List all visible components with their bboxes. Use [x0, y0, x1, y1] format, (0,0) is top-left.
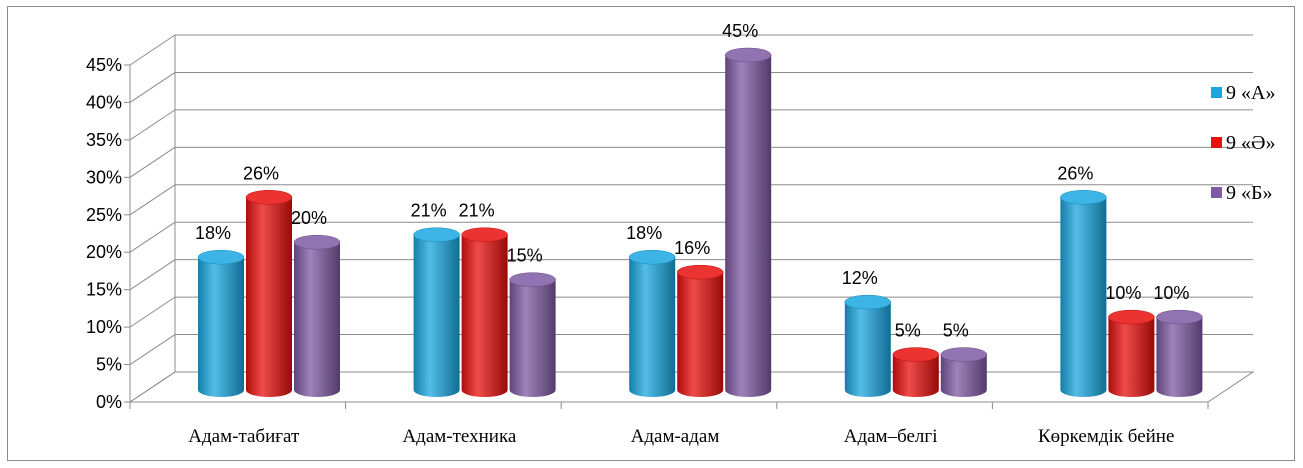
bar-1-0	[245, 190, 293, 397]
y-tick-label: 35%	[86, 130, 122, 150]
bar-body	[1108, 317, 1155, 397]
bar-body	[1060, 197, 1107, 397]
data-label: 5%	[895, 321, 921, 341]
bar-1-2	[676, 264, 724, 397]
data-label: 26%	[243, 163, 279, 183]
legend-label: 9 «Б»	[1226, 182, 1272, 204]
bar-top	[245, 190, 293, 205]
bar-top	[413, 227, 460, 242]
bar-top	[197, 249, 245, 265]
bar-body	[413, 234, 460, 397]
y-tick-label: 20%	[86, 242, 122, 262]
bar-top	[892, 347, 940, 362]
data-label: 15%	[507, 246, 543, 266]
data-label: 10%	[1105, 283, 1141, 303]
bar-0-0	[197, 249, 245, 397]
legend-label: 9 «Ә»	[1226, 132, 1275, 154]
bar-top	[1156, 309, 1203, 325]
bar-body	[198, 257, 244, 397]
y-tick-label: 30%	[86, 167, 122, 187]
gridline-diagonal	[129, 371, 176, 403]
data-label: 21%	[459, 201, 495, 221]
bar-2-4	[1156, 309, 1203, 397]
category-label: Көркемдік бейне	[1038, 426, 1174, 447]
data-label: 5%	[943, 321, 969, 341]
data-label: 16%	[674, 238, 710, 258]
y-tick-label: 40%	[86, 92, 122, 112]
bar-body	[461, 234, 508, 397]
gridline-diagonal	[129, 34, 176, 66]
data-label: 10%	[1153, 283, 1189, 303]
bar-body	[940, 354, 987, 397]
y-tick-label: 15%	[86, 280, 122, 300]
legend-swatch	[1211, 137, 1222, 148]
data-label: 12%	[842, 268, 878, 288]
y-tick-label: 10%	[86, 317, 122, 337]
y-tick-label: 0%	[96, 392, 122, 412]
bar-top	[293, 234, 341, 250]
bar-top	[628, 249, 676, 265]
bar-1-4	[1108, 309, 1155, 397]
gridline-diagonal	[129, 334, 176, 365]
bar-2-3	[940, 347, 988, 397]
bar-1-3	[892, 347, 940, 397]
bar-top	[676, 264, 724, 280]
y-tick-label: 5%	[96, 355, 122, 375]
bar-0-4	[1060, 190, 1107, 397]
bar-body	[725, 55, 772, 397]
legend-label: 9 «А»	[1226, 82, 1275, 104]
bar-body	[1156, 317, 1203, 397]
gridline-diagonal	[129, 221, 176, 253]
bar-1-1	[461, 227, 508, 397]
y-tick-label: 45%	[86, 55, 122, 75]
bar-body	[246, 197, 292, 397]
data-label: 20%	[291, 208, 327, 228]
gridline-diagonal	[129, 72, 176, 103]
gridline-diagonal	[129, 146, 176, 178]
bar-2-0	[293, 234, 341, 397]
bar-top	[844, 294, 892, 310]
category-label: Адам-табиғат	[188, 426, 300, 447]
bar-body	[677, 272, 724, 397]
data-label: 18%	[195, 223, 231, 243]
legend-swatch	[1211, 87, 1222, 98]
category-label: Адам-техника	[402, 426, 516, 447]
gridline-diagonal	[129, 109, 176, 141]
bar-body	[509, 279, 556, 397]
bar-top	[1060, 190, 1107, 205]
bar-0-3	[844, 294, 892, 397]
bar-body	[844, 302, 891, 397]
data-label: 21%	[411, 201, 447, 221]
bar-2-2	[724, 47, 772, 397]
bar-0-2	[628, 249, 676, 397]
bar-2-1	[509, 272, 556, 397]
bar-top	[940, 347, 988, 362]
bar-top	[1108, 309, 1155, 325]
data-label: 45%	[722, 21, 758, 41]
y-tick-label: 25%	[86, 205, 122, 225]
category-label: Адам–белгі	[844, 426, 938, 447]
legend-swatch	[1211, 187, 1222, 198]
gridline-diagonal	[129, 296, 176, 328]
gridline-diagonal	[129, 259, 176, 291]
data-label: 26%	[1057, 163, 1093, 183]
data-label: 18%	[626, 223, 662, 243]
gridline-diagonal	[129, 184, 176, 216]
bar-top	[509, 272, 556, 287]
bar-top	[461, 227, 508, 242]
category-label: Адам-адам	[631, 426, 720, 447]
bar-body	[892, 354, 939, 397]
bar-body	[294, 242, 340, 397]
bar-top	[724, 47, 772, 63]
bar-body	[629, 257, 676, 397]
bar-0-1	[413, 227, 460, 397]
